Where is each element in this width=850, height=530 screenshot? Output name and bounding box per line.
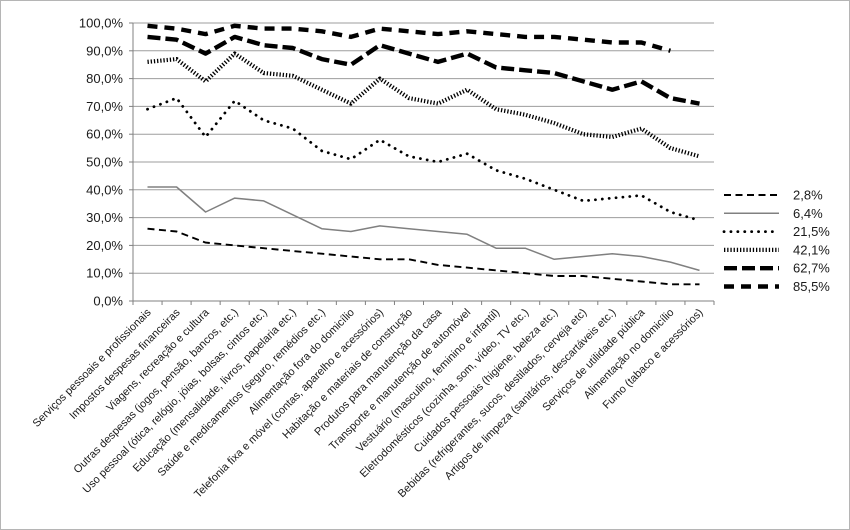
legend-item: 85,5% <box>724 279 830 294</box>
series-lines <box>146 23 701 286</box>
gridlines <box>133 22 714 274</box>
legend-item-label: 2,8% <box>793 188 823 203</box>
y-axis-tick-label: 40,0% <box>86 182 123 197</box>
series-line-627 <box>147 34 700 106</box>
y-axis-tick-label: 0,0% <box>93 294 123 309</box>
y-axis-tick-label: 90,0% <box>86 43 123 58</box>
y-axis-tick-label: 30,0% <box>86 210 123 225</box>
legend-item: 62,7% <box>724 261 830 276</box>
y-axis-tick-label: 60,0% <box>86 127 123 142</box>
y-axis-tick-label: 80,0% <box>86 71 123 86</box>
legend-item-label: 42,1% <box>793 242 830 257</box>
series-line-64 <box>147 186 700 272</box>
axes <box>129 22 715 305</box>
y-axis-tick-label: 10,0% <box>86 266 123 281</box>
y-axis-labels: 0,0% 10,0% 20,0% 30,0% 40,0% 50,0% 60,0% 70,0% 8… <box>79 16 124 309</box>
legend-item-label: 62,7% <box>793 261 830 276</box>
legend-item: 21,5% <box>722 224 830 239</box>
legend-item: 6,4% <box>724 206 823 221</box>
legend-item-label: 85,5% <box>793 279 830 294</box>
y-axis-tick-label: 50,0% <box>86 155 123 170</box>
legend-item-label: 21,5% <box>793 224 830 239</box>
legend-item-label: 6,4% <box>793 206 823 221</box>
y-axis-tick-label: 70,0% <box>86 99 123 114</box>
legend: 2,8% 6,4% 21,5% 42,1% 62,7% 85,5% <box>722 188 830 294</box>
legend-item: 2,8% <box>724 188 823 203</box>
y-axis-tick-label: 100,0% <box>79 16 124 31</box>
series-line-28 <box>147 227 700 286</box>
series-line-215 <box>146 96 701 222</box>
legend-item: 42,1% <box>724 242 830 257</box>
series-line-855 <box>147 23 672 53</box>
y-axis-tick-label: 20,0% <box>86 238 123 253</box>
